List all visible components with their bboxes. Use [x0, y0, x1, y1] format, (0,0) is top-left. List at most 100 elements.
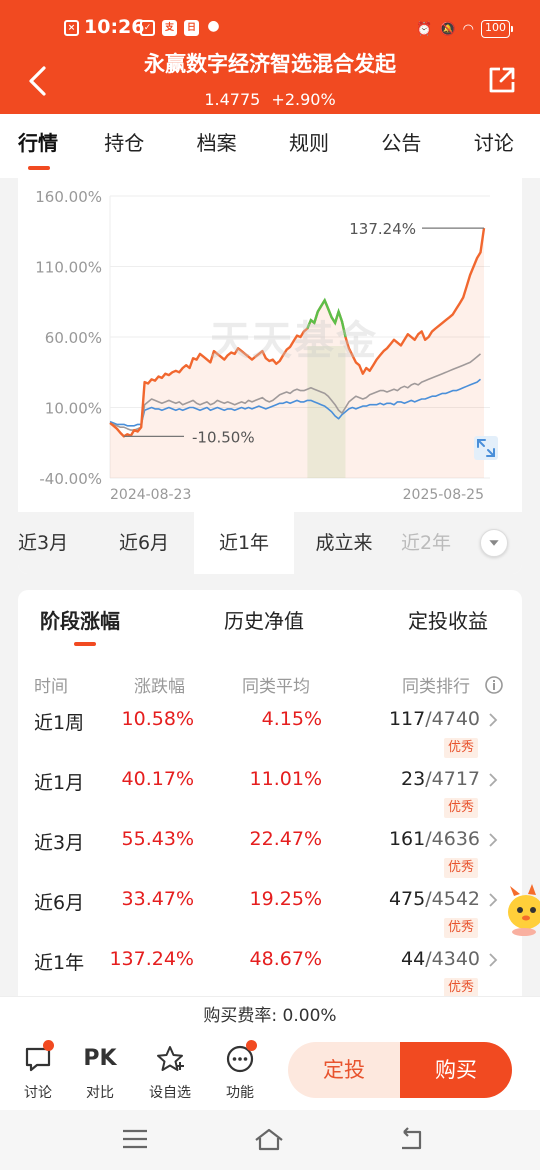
peer-average-line: [109, 353, 482, 431]
tab-rules[interactable]: 规则: [289, 131, 330, 155]
menu-icon[interactable]: [120, 1126, 150, 1152]
tab-sip-return[interactable]: 定投收益: [408, 609, 488, 633]
row-change: 40.17%: [121, 768, 194, 790]
highlight-band: [307, 346, 346, 478]
rank-value: 117: [388, 708, 426, 730]
row-rank: 161/4636: [389, 828, 480, 850]
active-tab-indicator: [74, 642, 96, 646]
discussion-button[interactable]: 讨论: [8, 1040, 68, 1106]
tab-announcements[interactable]: 公告: [381, 131, 422, 155]
range-6m[interactable]: 近6月: [118, 532, 170, 554]
page-title: 永赢数字经济智选混合发起: [144, 52, 396, 76]
add-watchlist-button[interactable]: 设自选: [140, 1044, 200, 1106]
performance-chart[interactable]: 160.00% 110.00% 60.00% 10.00% -40.00% 137.24%…: [18, 178, 522, 512]
star-add-icon: [157, 1046, 184, 1071]
nav-value: 1.4775: [204, 90, 261, 109]
functions-label: 功能: [226, 1085, 254, 1101]
rating-badge: 优秀: [443, 918, 478, 938]
battery-icon: 100: [481, 20, 513, 38]
range-since-inception[interactable]: 成立来: [315, 532, 373, 554]
performance-card: 阶段涨幅 历史净值 定投收益 时间 涨跌幅 同类平均 同类排行 近1周 10.58…: [18, 590, 522, 1000]
row-rank: 117/4740: [389, 708, 480, 730]
row-average: 11.01%: [249, 768, 322, 790]
range-selector: 近3月 近6月 近1年 成立来 近2年: [18, 512, 522, 574]
row-change: 33.47%: [121, 888, 194, 910]
rank-value: 23: [401, 768, 426, 790]
row-change: 55.43%: [121, 828, 194, 850]
min-label: -10.50%: [192, 428, 255, 446]
shield-icon: ✓: [140, 20, 155, 36]
notification-dot: [246, 1040, 257, 1051]
fund-line: [109, 227, 486, 438]
chevron-right-icon: [489, 893, 498, 907]
day-change: +2.90%: [271, 90, 336, 109]
more-icon: [226, 1045, 254, 1073]
rating-badge: 优秀: [443, 738, 478, 758]
compare-button[interactable]: PK 对比: [70, 1044, 130, 1106]
y-tick-label: 110.00%: [35, 259, 102, 277]
y-tick-label: 60.00%: [45, 329, 102, 347]
y-tick-label: 160.00%: [35, 188, 102, 206]
row-change: 10.58%: [121, 708, 194, 730]
tab-market[interactable]: 行情: [0, 114, 78, 178]
status-right: ⏰ 🔕 ◠ 100: [416, 20, 513, 38]
app-icon: 支: [162, 20, 177, 36]
range-more-button[interactable]: [480, 529, 508, 557]
info-icon[interactable]: [484, 675, 504, 695]
row-rank: 44/4340: [401, 948, 480, 970]
header-period: 时间: [34, 677, 68, 697]
mute-icon: 🔕: [439, 21, 456, 37]
tab-profile[interactable]: 档案: [196, 131, 237, 155]
chat-icon: [25, 1047, 51, 1072]
table-row[interactable]: 近1年 137.24% 48.67% 44/4340 优秀: [18, 942, 522, 1002]
top-tabs: 行情 持仓 档案 规则 公告 讨论: [0, 114, 540, 178]
table-header: 时间 涨跌幅 同类平均 同类排行: [18, 672, 522, 698]
sip-button[interactable]: 定投: [288, 1042, 400, 1098]
status-bar: × 10:26 ✓ 支 日 ● ⏰ 🔕 ◠ 100: [0, 0, 540, 60]
chevron-right-icon: [489, 833, 498, 847]
row-average: 4.15%: [261, 708, 322, 730]
y-tick-label: 10.00%: [45, 400, 102, 418]
buy-button[interactable]: 购买: [400, 1042, 512, 1098]
rating-badge: 优秀: [443, 798, 478, 818]
discussion-label: 讨论: [24, 1085, 52, 1101]
rank-value: 44: [401, 948, 426, 970]
tab-discussion[interactable]: 讨论: [473, 131, 514, 155]
row-average: 48.67%: [249, 948, 322, 970]
x-end-label: 2025-08-25: [403, 487, 484, 503]
tab-stage-return[interactable]: 阶段涨幅: [40, 609, 120, 633]
add-watchlist-label: 设自选: [149, 1085, 191, 1101]
tab-history-nav[interactable]: 历史净值: [224, 609, 304, 633]
back-button[interactable]: [24, 64, 54, 98]
table-row[interactable]: 近3月 55.43% 22.47% 161/4636 优秀: [18, 822, 522, 882]
status-time: 10:26: [84, 16, 145, 38]
expand-icon[interactable]: [474, 436, 498, 460]
row-period: 近1周: [34, 712, 85, 734]
header-avg: 同类平均: [242, 677, 310, 697]
notification-dot: [43, 1040, 54, 1051]
notification-icon: ×: [64, 20, 79, 36]
rank-total: /4717: [425, 768, 480, 790]
tab-holdings[interactable]: 持仓: [104, 131, 145, 155]
purchase-fee: 购买费率: 0.00%: [0, 996, 540, 1034]
table-row[interactable]: 近6月 33.47% 19.25% 475/4542 优秀: [18, 882, 522, 942]
range-1y[interactable]: 近1年: [194, 512, 294, 574]
header-rank: 同类排行: [402, 677, 470, 697]
range-3m[interactable]: 近3月: [18, 532, 69, 554]
chevron-right-icon: [489, 953, 498, 967]
table-row[interactable]: 近1月 40.17% 11.01% 23/4717 优秀: [18, 762, 522, 822]
row-average: 19.25%: [249, 888, 322, 910]
back-nav-icon[interactable]: [396, 1126, 426, 1152]
header: × 10:26 ✓ 支 日 ● ⏰ 🔕 ◠ 100 永赢数字经济智选混合发起 1…: [0, 0, 540, 114]
mascot-icon[interactable]: [504, 882, 540, 938]
home-icon[interactable]: [254, 1126, 284, 1152]
row-period: 近3月: [34, 832, 85, 854]
wifi-icon: ◠: [462, 21, 474, 37]
range-2y[interactable]: 近2年: [400, 532, 452, 554]
performance-tabs: 阶段涨幅 历史净值 定投收益: [18, 604, 522, 654]
functions-button[interactable]: 功能: [210, 1040, 270, 1106]
share-button[interactable]: [488, 66, 516, 94]
table-row[interactable]: 近1周 10.58% 4.15% 117/4740 优秀: [18, 702, 522, 762]
wechat-icon: ●: [207, 18, 220, 34]
system-nav-bar: [0, 1110, 540, 1170]
